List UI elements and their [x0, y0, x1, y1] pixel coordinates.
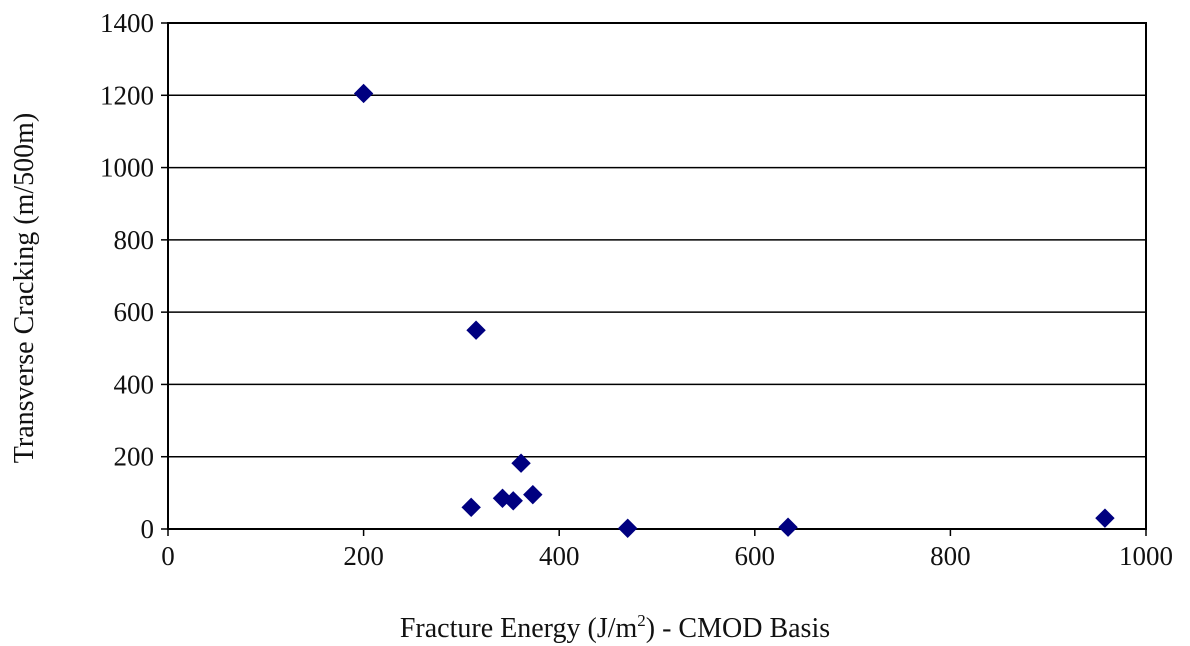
data-point-10: [1095, 508, 1115, 528]
data-point-6: [511, 453, 531, 473]
x-tick-label: 1000: [1119, 541, 1173, 571]
x-tick-label: 400: [539, 541, 580, 571]
x-tick-label: 0: [161, 541, 175, 571]
data-point-9: [778, 517, 798, 537]
y-tick-label: 0: [141, 514, 155, 544]
data-points: [353, 83, 1115, 538]
data-point-8: [617, 518, 638, 538]
data-point-2: [466, 320, 486, 340]
x-axis-title: Fracture Energy (J/m2) - CMOD Basis: [400, 611, 830, 644]
y-tick-label: 800: [114, 225, 155, 255]
gridlines: [168, 94, 1146, 458]
data-point-3: [461, 497, 481, 518]
y-tick-label: 200: [114, 442, 155, 472]
x-tick-label: 600: [735, 541, 776, 571]
x-axis-title-superscript: 2: [637, 611, 646, 630]
x-axis-ticks: 0 200 400 600 800 1000: [161, 529, 1173, 571]
y-tick-label: 400: [114, 369, 155, 399]
data-point-1: [353, 83, 374, 104]
y-tick-label: 1400: [100, 8, 154, 38]
x-tick-label: 800: [930, 541, 971, 571]
y-axis-title: Transverse Cracking (m/500m): [9, 113, 40, 463]
x-axis-title-tail: ) - CMOD Basis: [646, 613, 830, 644]
y-tick-label: 1000: [100, 153, 154, 183]
x-axis-title-main: Fracture Energy (J/m: [400, 613, 638, 644]
plot-area-frame: [167, 22, 1147, 530]
y-axis-ticks: 0 200 400 600 800 1000 1200 1400: [100, 8, 168, 544]
data-point-5: [503, 491, 523, 511]
y-tick-label: 1200: [100, 80, 154, 110]
x-tick-label: 200: [343, 541, 384, 571]
data-point-7: [523, 484, 543, 505]
y-tick-label: 600: [114, 297, 155, 327]
